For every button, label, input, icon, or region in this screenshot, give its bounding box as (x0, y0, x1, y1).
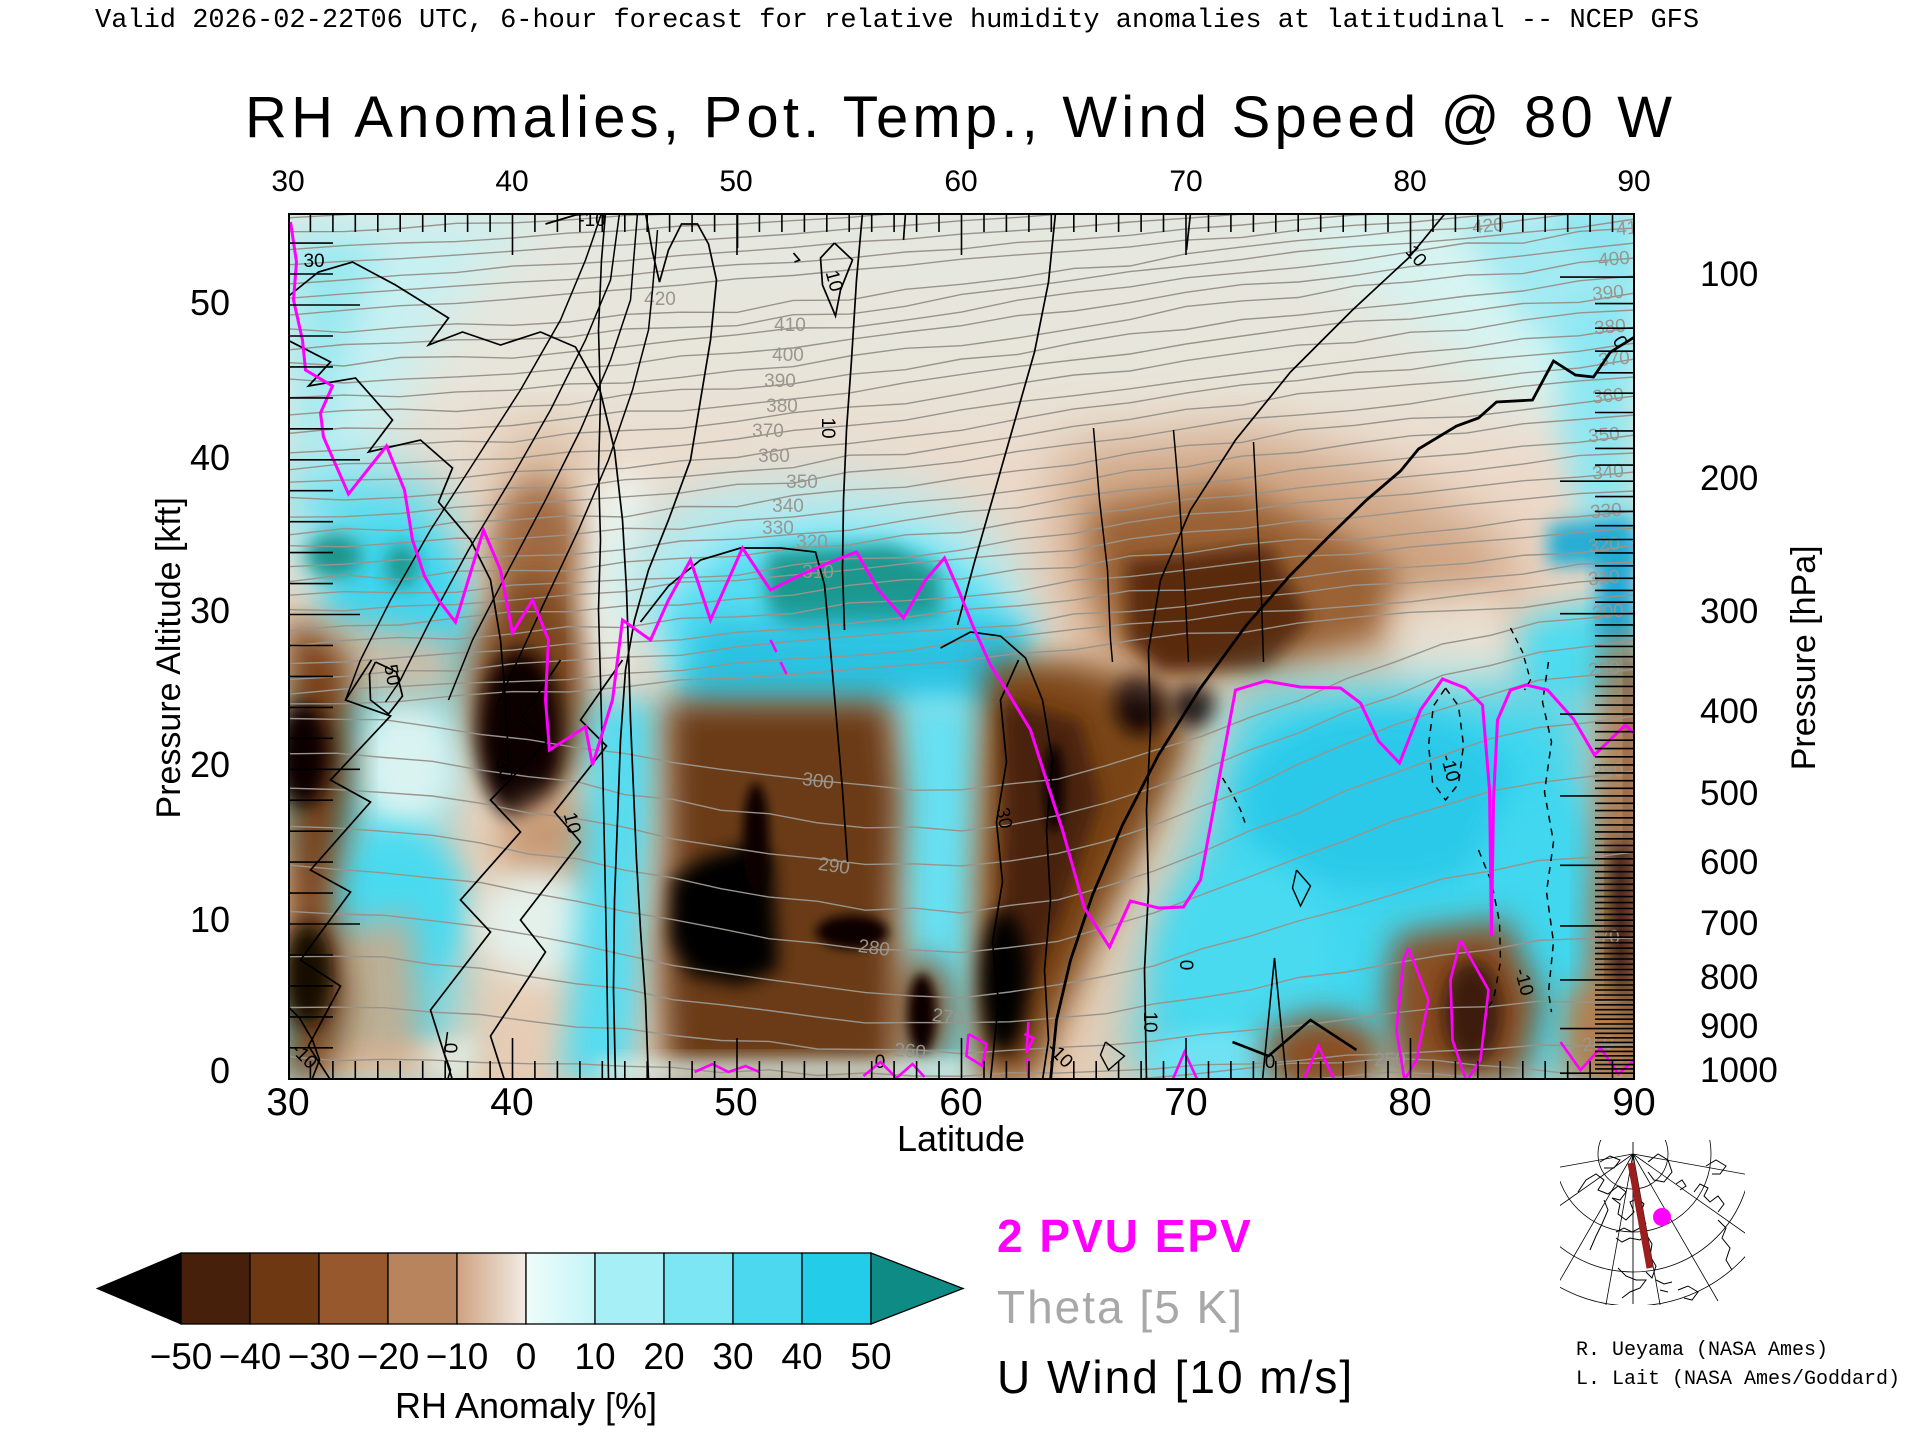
svg-text:350: 350 (1587, 424, 1620, 448)
svg-text:280: 280 (1591, 760, 1624, 784)
svg-text:300: 300 (1591, 601, 1624, 625)
svg-text:340: 340 (772, 496, 804, 517)
svg-text:-10: -10 (578, 213, 605, 231)
svg-text:280: 280 (857, 936, 891, 961)
svg-text:270: 270 (1587, 927, 1620, 951)
svg-text:370: 370 (1597, 348, 1630, 372)
svg-text:390: 390 (1591, 282, 1624, 306)
svg-text:290: 290 (817, 854, 851, 879)
svg-text:30: 30 (303, 251, 324, 272)
svg-text:420: 420 (644, 289, 676, 310)
svg-text:360: 360 (758, 446, 790, 467)
svg-text:310: 310 (802, 562, 834, 583)
svg-text:420: 420 (1471, 215, 1504, 239)
svg-text:320: 320 (796, 532, 828, 553)
svg-text:290: 290 (1587, 658, 1620, 682)
svg-text:10: 10 (1139, 1011, 1160, 1032)
svg-text:350: 350 (786, 472, 818, 493)
svg-text:340: 340 (1591, 461, 1624, 485)
svg-text:320: 320 (1587, 534, 1620, 558)
svg-text:410: 410 (774, 315, 806, 336)
svg-text:380: 380 (766, 396, 798, 417)
svg-text:300: 300 (801, 769, 835, 794)
svg-text:0: 0 (439, 1043, 460, 1054)
svg-text:0: 0 (1265, 1052, 1276, 1073)
svg-text:360: 360 (1591, 385, 1624, 409)
svg-text:250: 250 (1374, 1050, 1406, 1071)
svg-text:400: 400 (1597, 248, 1630, 272)
svg-text:0: 0 (1175, 960, 1196, 971)
svg-text:400: 400 (772, 345, 804, 366)
svg-text:30: 30 (991, 806, 1015, 830)
svg-text:410: 410 (1615, 217, 1635, 241)
svg-text:390: 390 (764, 371, 796, 392)
svg-text:10: 10 (817, 417, 838, 438)
svg-text:260: 260 (1581, 1033, 1614, 1057)
svg-text:330: 330 (762, 518, 794, 539)
svg-text:50: 50 (379, 663, 403, 687)
svg-text:270: 270 (931, 1005, 965, 1030)
svg-text:370: 370 (752, 421, 784, 442)
svg-text:260: 260 (893, 1040, 926, 1064)
